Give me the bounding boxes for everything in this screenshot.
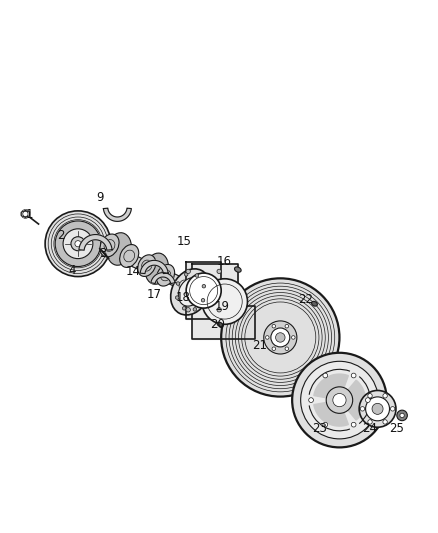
Text: 25: 25 (389, 422, 404, 435)
Text: 23: 23 (312, 422, 327, 435)
Text: 19: 19 (215, 300, 230, 313)
Polygon shape (151, 273, 175, 284)
Text: 9: 9 (96, 191, 104, 204)
Circle shape (360, 407, 365, 411)
Circle shape (351, 422, 356, 427)
Circle shape (265, 336, 269, 339)
Circle shape (21, 209, 30, 219)
Text: 3: 3 (99, 247, 106, 260)
Circle shape (333, 393, 346, 407)
Ellipse shape (138, 255, 156, 277)
Polygon shape (103, 208, 131, 221)
Circle shape (383, 393, 387, 398)
Circle shape (372, 403, 383, 414)
Ellipse shape (217, 322, 223, 327)
Ellipse shape (234, 267, 241, 272)
Circle shape (300, 361, 378, 439)
Ellipse shape (175, 275, 193, 296)
Circle shape (323, 422, 328, 427)
Circle shape (193, 308, 197, 311)
Circle shape (45, 211, 111, 277)
Circle shape (272, 325, 276, 328)
Circle shape (264, 321, 297, 354)
Circle shape (276, 333, 285, 342)
Polygon shape (21, 211, 30, 217)
Circle shape (176, 282, 180, 285)
Circle shape (55, 221, 101, 266)
Text: 15: 15 (177, 235, 191, 248)
Polygon shape (92, 237, 204, 298)
Circle shape (323, 373, 328, 378)
Circle shape (365, 398, 370, 402)
Polygon shape (140, 261, 168, 273)
Circle shape (326, 387, 353, 413)
Circle shape (383, 419, 387, 424)
Circle shape (366, 397, 389, 421)
Text: 18: 18 (176, 290, 191, 304)
Text: 20: 20 (210, 318, 225, 331)
Circle shape (184, 273, 188, 276)
Circle shape (292, 353, 387, 447)
Circle shape (351, 373, 356, 378)
Circle shape (195, 274, 199, 277)
Ellipse shape (100, 234, 119, 257)
Polygon shape (339, 380, 365, 420)
Ellipse shape (107, 233, 131, 265)
Circle shape (359, 391, 396, 427)
Text: 16: 16 (217, 255, 232, 268)
Text: 17: 17 (147, 288, 162, 302)
Text: 24: 24 (363, 422, 378, 435)
Ellipse shape (156, 264, 175, 286)
Circle shape (71, 237, 85, 251)
Circle shape (202, 285, 205, 288)
Circle shape (217, 269, 221, 273)
Polygon shape (192, 264, 255, 339)
Polygon shape (314, 400, 348, 426)
Text: 4: 4 (68, 264, 76, 277)
Ellipse shape (182, 273, 204, 302)
Circle shape (221, 278, 339, 397)
Ellipse shape (311, 301, 318, 306)
Polygon shape (79, 235, 112, 250)
Circle shape (272, 347, 276, 351)
Circle shape (201, 298, 205, 302)
Text: 2: 2 (57, 229, 64, 243)
Circle shape (390, 407, 395, 411)
Polygon shape (186, 262, 221, 319)
Circle shape (202, 279, 247, 324)
Circle shape (285, 325, 289, 328)
Text: 14: 14 (126, 265, 141, 278)
Circle shape (186, 308, 191, 312)
Circle shape (397, 410, 407, 421)
Circle shape (400, 413, 404, 418)
Ellipse shape (120, 245, 139, 268)
Circle shape (23, 211, 28, 216)
Circle shape (182, 306, 186, 310)
Circle shape (176, 296, 179, 300)
Ellipse shape (178, 278, 203, 306)
Text: 1: 1 (26, 208, 34, 221)
Circle shape (368, 419, 372, 424)
Ellipse shape (145, 253, 169, 284)
Circle shape (186, 273, 221, 308)
Circle shape (75, 241, 81, 247)
Ellipse shape (171, 269, 210, 315)
Circle shape (368, 393, 372, 398)
Circle shape (217, 308, 221, 312)
Text: 22: 22 (298, 293, 313, 306)
Circle shape (292, 336, 295, 339)
Ellipse shape (191, 283, 208, 303)
Circle shape (63, 229, 93, 259)
Circle shape (309, 398, 314, 402)
Text: 21: 21 (252, 339, 267, 352)
Circle shape (271, 328, 290, 347)
Circle shape (285, 347, 289, 351)
Polygon shape (314, 374, 348, 400)
Circle shape (186, 269, 191, 273)
